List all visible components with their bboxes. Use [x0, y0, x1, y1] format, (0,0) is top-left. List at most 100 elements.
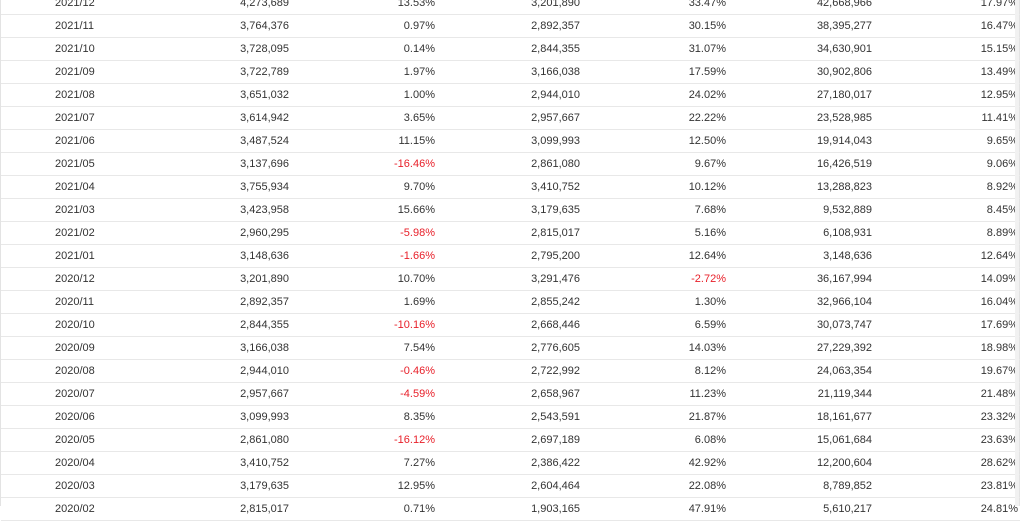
- cell-revenue: 3,410,752: [139, 451, 289, 475]
- cell-revenue: 3,722,789: [139, 60, 289, 84]
- cell-mom-change: -1.66%: [289, 244, 435, 268]
- cell-mom-change: -0.46%: [289, 359, 435, 383]
- table-row: 2020/05 2,861,080 -16.12% 2,697,189 6.08% 15,…: [1, 428, 1020, 452]
- cell-mom-change: 7.54%: [289, 336, 435, 360]
- cell-month: 2021/12: [1, 0, 139, 15]
- cell-revenue: 3,201,890: [139, 267, 289, 291]
- table-row: 2021/06 3,487,524 11.15% 3,099,993 12.50% 19,…: [1, 129, 1020, 153]
- cell-revenue: 3,099,993: [139, 405, 289, 429]
- table-row: 2021/10 3,728,095 0.14% 2,844,355 31.07% 34,6…: [1, 37, 1020, 61]
- cell-revenue: 3,179,635: [139, 474, 289, 498]
- cell-cumulative-revenue: 30,073,747: [726, 313, 872, 337]
- cell-last-year-revenue: 1,903,165: [435, 497, 580, 521]
- cell-mom-change: 9.70%: [289, 175, 435, 199]
- table-row: 2021/04 3,755,934 9.70% 3,410,752 10.12% 13,2…: [1, 175, 1020, 199]
- cell-revenue: 3,755,934: [139, 175, 289, 199]
- cell-cumulative-revenue: 5,610,217: [726, 497, 872, 521]
- cell-month: 2021/01: [1, 244, 139, 268]
- cell-cumulative-revenue: 19,914,043: [726, 129, 872, 153]
- cell-yoy-change: 12.50%: [580, 129, 726, 153]
- cell-mom-change: 13.53%: [289, 0, 435, 15]
- cell-yoy-change: 8.12%: [580, 359, 726, 383]
- cell-cumulative-change: 16.04%: [872, 290, 1020, 314]
- cell-yoy-change: 7.68%: [580, 198, 726, 222]
- cell-yoy-change: 21.87%: [580, 405, 726, 429]
- cell-yoy-change: 31.07%: [580, 37, 726, 61]
- cell-last-year-revenue: 2,795,200: [435, 244, 580, 268]
- cell-yoy-change: 33.47%: [580, 0, 726, 15]
- cell-revenue: 3,148,636: [139, 244, 289, 268]
- cell-yoy-change: -2.72%: [580, 267, 726, 291]
- cell-yoy-change: 5.16%: [580, 221, 726, 245]
- cell-last-year-revenue: 2,776,605: [435, 336, 580, 360]
- cell-month: 2021/02: [1, 221, 139, 245]
- cell-revenue: 3,728,095: [139, 37, 289, 61]
- table-row: 2020/07 2,957,667 -4.59% 2,658,967 11.23% 21,…: [1, 382, 1020, 406]
- cell-cumulative-change: 24.81%: [872, 497, 1020, 521]
- cell-cumulative-change: 23.32%: [872, 405, 1020, 429]
- cell-cumulative-revenue: 3,148,636: [726, 244, 872, 268]
- cell-month: 2021/03: [1, 198, 139, 222]
- cell-cumulative-revenue: 8,789,852: [726, 474, 872, 498]
- cell-revenue: 2,944,010: [139, 359, 289, 383]
- cell-last-year-revenue: 3,410,752: [435, 175, 580, 199]
- cell-cumulative-change: 21.48%: [872, 382, 1020, 406]
- cell-month: 2020/06: [1, 405, 139, 429]
- cell-revenue: 3,764,376: [139, 14, 289, 38]
- cell-yoy-change: 10.12%: [580, 175, 726, 199]
- cell-yoy-change: 1.30%: [580, 290, 726, 314]
- cell-cumulative-change: 9.06%: [872, 152, 1020, 176]
- cell-cumulative-change: 17.97%: [872, 0, 1020, 15]
- cell-last-year-revenue: 2,697,189: [435, 428, 580, 452]
- cell-cumulative-revenue: 27,229,392: [726, 336, 872, 360]
- cell-mom-change: -5.98%: [289, 221, 435, 245]
- cell-month: 2020/05: [1, 428, 139, 452]
- cell-month: 2020/12: [1, 267, 139, 291]
- cell-cumulative-change: 19.67%: [872, 359, 1020, 383]
- cell-revenue: 3,166,038: [139, 336, 289, 360]
- table-row: 2021/01 3,148,636 -1.66% 2,795,200 12.64% 3,1…: [1, 244, 1020, 268]
- cell-revenue: 3,614,942: [139, 106, 289, 130]
- cell-cumulative-revenue: 32,966,104: [726, 290, 872, 314]
- cell-revenue: 2,844,355: [139, 313, 289, 337]
- cell-yoy-change: 6.08%: [580, 428, 726, 452]
- cell-mom-change: 3.65%: [289, 106, 435, 130]
- cell-last-year-revenue: 2,844,355: [435, 37, 580, 61]
- cell-revenue: 2,815,017: [139, 497, 289, 521]
- cell-revenue: 3,487,524: [139, 129, 289, 153]
- cell-month: 2021/05: [1, 152, 139, 176]
- cell-cumulative-revenue: 42,668,966: [726, 0, 872, 15]
- table-row: 2020/06 3,099,993 8.35% 2,543,591 21.87% 18,1…: [1, 405, 1020, 429]
- cell-month: 2021/07: [1, 106, 139, 130]
- table-row: 2021/09 3,722,789 1.97% 3,166,038 17.59% 30,9…: [1, 60, 1020, 84]
- table-row: 2020/04 3,410,752 7.27% 2,386,422 42.92% 12,2…: [1, 451, 1020, 475]
- cell-yoy-change: 47.91%: [580, 497, 726, 521]
- table-row: 2020/02 2,815,017 0.71% 1,903,165 47.91% 5,61…: [1, 497, 1020, 521]
- cell-cumulative-revenue: 15,061,684: [726, 428, 872, 452]
- cell-month: 2021/11: [1, 14, 139, 38]
- cell-month: 2020/10: [1, 313, 139, 337]
- cell-month: 2021/09: [1, 60, 139, 84]
- cell-cumulative-change: 23.63%: [872, 428, 1020, 452]
- cell-mom-change: 1.69%: [289, 290, 435, 314]
- cell-cumulative-revenue: 23,528,985: [726, 106, 872, 130]
- cell-yoy-change: 22.22%: [580, 106, 726, 130]
- table-row: 2020/10 2,844,355 -10.16% 2,668,446 6.59% 30,…: [1, 313, 1020, 337]
- cell-last-year-revenue: 2,815,017: [435, 221, 580, 245]
- cell-cumulative-change: 23.81%: [872, 474, 1020, 498]
- table-row: 2021/07 3,614,942 3.65% 2,957,667 22.22% 23,5…: [1, 106, 1020, 130]
- cell-cumulative-change: 8.92%: [872, 175, 1020, 199]
- vertical-scrollbar[interactable]: [1015, 0, 1019, 506]
- cell-month: 2021/08: [1, 83, 139, 107]
- cell-cumulative-revenue: 27,180,017: [726, 83, 872, 107]
- cell-cumulative-revenue: 21,119,344: [726, 382, 872, 406]
- cell-last-year-revenue: 2,543,591: [435, 405, 580, 429]
- cell-month: 2020/08: [1, 359, 139, 383]
- cell-month: 2021/06: [1, 129, 139, 153]
- cell-mom-change: 1.00%: [289, 83, 435, 107]
- cell-mom-change: 12.95%: [289, 474, 435, 498]
- cell-revenue: 4,273,689: [139, 0, 289, 15]
